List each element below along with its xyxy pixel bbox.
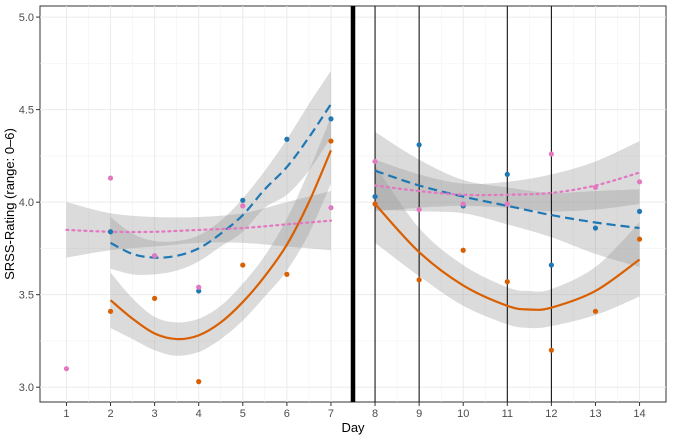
x-tick-label: 4	[196, 408, 202, 420]
data-point	[460, 247, 466, 253]
x-tick-label: 2	[107, 408, 113, 420]
data-point	[196, 288, 202, 294]
fit-line	[374, 203, 641, 311]
data-point	[372, 158, 378, 165]
data-point	[592, 225, 599, 231]
data-point	[548, 347, 554, 353]
data-points	[63, 116, 643, 385]
x-tick-label: 6	[284, 408, 290, 420]
x-tick-labels: 1 2 3 4 5 6 7 8 9 10 11 12 13 14	[63, 408, 645, 420]
data-point	[328, 138, 334, 144]
data-point	[636, 236, 643, 242]
data-point	[592, 308, 599, 314]
data-point	[416, 277, 422, 283]
x-tick-label: 8	[372, 408, 378, 420]
y-tick-labels: 3.0 3.5 4.0 4.5 5.0	[19, 12, 34, 394]
data-point	[196, 284, 202, 290]
axis-ticks	[36, 16, 641, 406]
confidence-band	[66, 191, 331, 258]
x-axis-title: Day	[341, 420, 365, 435]
x-tick-label: 14	[633, 408, 645, 420]
data-point	[636, 208, 643, 215]
y-tick-label: 3.0	[19, 382, 34, 394]
data-point	[196, 379, 202, 385]
data-point	[152, 253, 158, 259]
x-tick-label: 10	[457, 408, 469, 420]
data-point	[372, 201, 378, 207]
x-tick-label: 5	[240, 408, 246, 420]
data-point	[416, 206, 422, 213]
data-point	[416, 142, 422, 148]
x-tick-label: 1	[63, 408, 69, 420]
data-point	[504, 201, 510, 207]
data-point	[284, 271, 290, 277]
x-tick-label: 3	[152, 408, 158, 420]
data-point	[284, 136, 290, 142]
data-point	[328, 116, 334, 122]
confidence-band	[375, 165, 640, 329]
y-tick-label: 3.5	[19, 290, 34, 302]
data-point	[240, 197, 246, 203]
y-tick-label: 4.0	[19, 197, 34, 209]
data-point	[240, 203, 246, 209]
y-tick-label: 5.0	[19, 12, 34, 24]
data-point	[504, 171, 510, 177]
y-tick-label: 4.5	[19, 105, 34, 117]
data-point	[63, 366, 70, 372]
data-point	[328, 205, 334, 211]
data-point	[548, 262, 554, 268]
confidence-band	[110, 117, 331, 356]
data-point	[460, 201, 466, 207]
data-point	[152, 295, 158, 301]
data-point	[240, 262, 246, 268]
fit-line	[109, 149, 332, 341]
x-tick-label: 11	[502, 408, 513, 420]
data-point	[107, 175, 114, 181]
data-point	[107, 308, 114, 314]
data-point	[592, 184, 599, 190]
data-point	[504, 279, 510, 285]
data-point	[107, 229, 114, 235]
x-tick-label: 12	[545, 408, 557, 420]
fit-line	[110, 103, 332, 259]
data-point	[372, 193, 378, 200]
data-point	[636, 179, 643, 185]
y-axis-title: SRSS-Rating (range: 0–6)	[2, 128, 17, 280]
data-point	[548, 151, 554, 157]
x-tick-label: 7	[328, 408, 334, 420]
fit-line	[374, 169, 640, 230]
x-tick-label: 13	[589, 408, 601, 420]
x-tick-label: 9	[416, 408, 422, 420]
